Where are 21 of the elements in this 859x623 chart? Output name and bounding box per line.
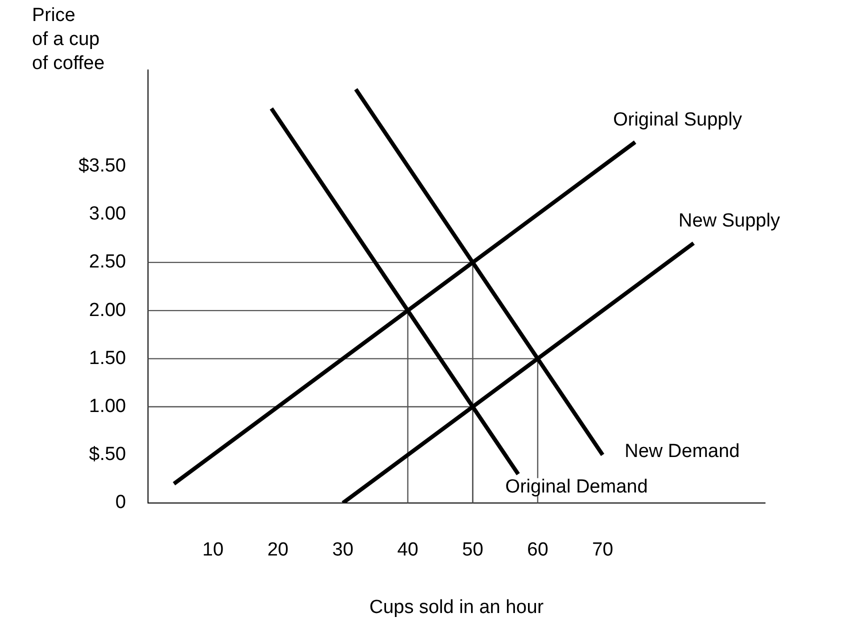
x-axis-title: Cups sold in an hour [369, 596, 544, 618]
y-tick-label: 0 [115, 492, 126, 514]
series-label: New Demand [624, 441, 740, 462]
y-axis-title: Price of a cup of coffee [32, 4, 105, 76]
x-tick-label: 70 [592, 540, 614, 561]
series-label: New Supply [678, 210, 780, 232]
y-tick-label: 1.00 [89, 396, 126, 418]
y-tick-label: 2.50 [89, 252, 126, 273]
x-tick-label: 40 [397, 540, 418, 561]
x-tick-label: 10 [202, 540, 224, 561]
y-tick-label: 1.50 [89, 348, 126, 369]
x-tick-label: 50 [462, 540, 484, 561]
y-tick-label: 2.00 [89, 300, 126, 321]
x-tick-label: 30 [332, 540, 354, 561]
y-tick-label: 3.00 [89, 204, 126, 225]
x-tick-label: 20 [267, 540, 288, 561]
y-tick-label: $.50 [89, 444, 126, 466]
series-label: Original Supply [613, 109, 742, 130]
y-tick-label: $3.50 [78, 155, 126, 176]
x-tick-label: 60 [527, 540, 548, 561]
series-label: Original Demand [505, 476, 648, 498]
